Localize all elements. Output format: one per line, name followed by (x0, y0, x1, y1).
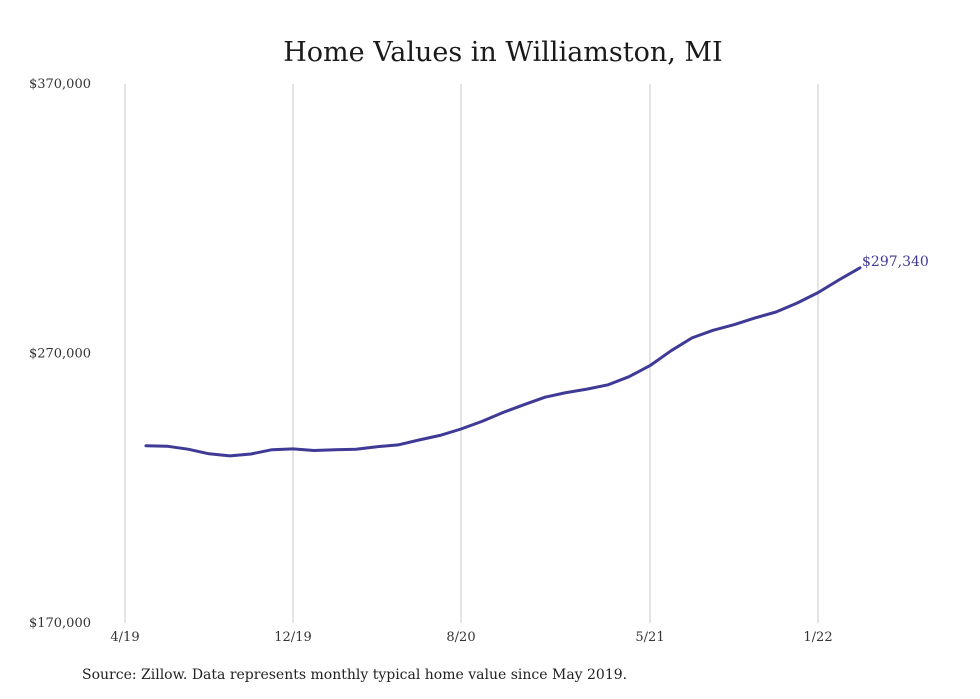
gridlines (124, 84, 819, 623)
source-note: Source: Zillow. Data represents monthly … (82, 667, 628, 683)
y-tick-label: $170,000 (29, 616, 91, 631)
y-tick-label: $270,000 (29, 347, 91, 362)
y-tick-label: $370,000 (29, 77, 91, 92)
y-axis-ticks: $170,000 $270,000 $370,000 (29, 77, 91, 631)
series-home-values (144, 266, 862, 458)
end-value-label: $297,340 (862, 254, 929, 270)
x-tick-label: 8/20 (446, 630, 475, 645)
x-axis-ticks: 4/19 12/19 8/20 5/21 1/22 (110, 630, 832, 645)
x-tick-label: 12/19 (274, 630, 311, 645)
x-tick-label: 4/19 (110, 630, 139, 645)
x-tick-label: 5/21 (635, 630, 664, 645)
chart-title: Home Values in Williamston, MI (283, 37, 722, 68)
series-line (144, 266, 862, 458)
x-tick-label: 1/22 (803, 630, 832, 645)
